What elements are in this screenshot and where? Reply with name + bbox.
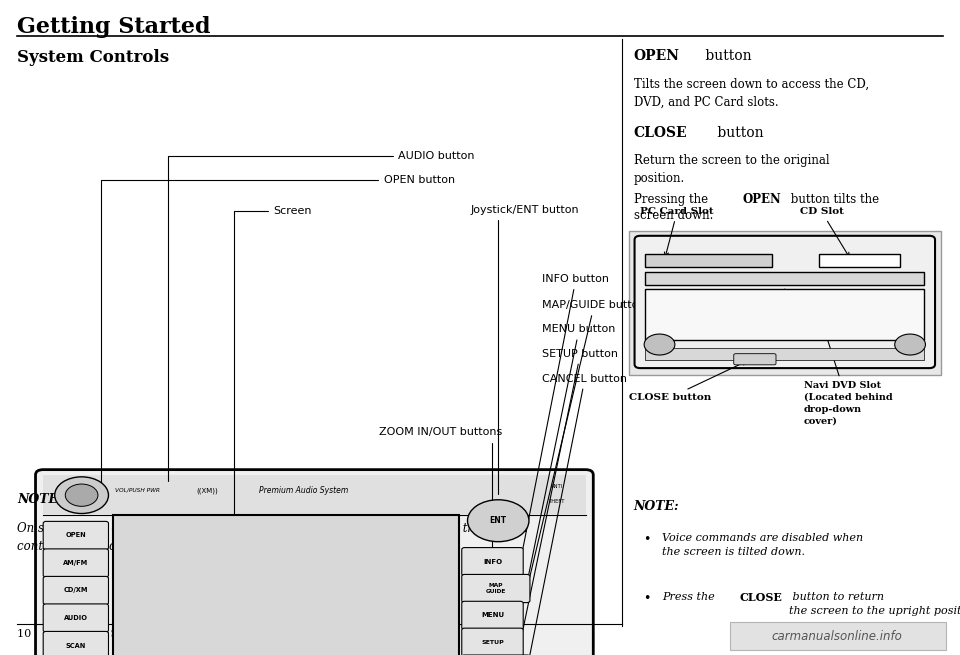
Text: MAP
GUIDE: MAP GUIDE: [486, 583, 506, 594]
Text: On some grade of the vehicle, Premium Audio System is not available and the syst: On some grade of the vehicle, Premium Au…: [17, 522, 528, 553]
Text: carmanualsonline.info: carmanualsonline.info: [772, 629, 902, 643]
Text: VOL/PUSH PWR: VOL/PUSH PWR: [115, 488, 160, 493]
Text: •: •: [643, 533, 651, 546]
Bar: [113, 515, 459, 655]
Bar: [820, 254, 900, 267]
Text: Premium Audio System: Premium Audio System: [259, 486, 348, 495]
Text: button tilts the: button tilts the: [787, 193, 879, 206]
Text: ENT: ENT: [490, 516, 507, 525]
Bar: [645, 254, 772, 267]
Bar: [645, 348, 924, 360]
Text: INFO button: INFO button: [521, 274, 610, 559]
Text: ANTI: ANTI: [551, 484, 563, 489]
Text: Getting Started: Getting Started: [17, 16, 211, 39]
Text: OPEN: OPEN: [65, 533, 86, 538]
Text: Screen: Screen: [232, 206, 312, 601]
Text: CD/XM: CD/XM: [63, 588, 88, 593]
Circle shape: [65, 484, 98, 506]
Bar: [629, 231, 941, 375]
Text: CLOSE: CLOSE: [634, 126, 687, 140]
Bar: [43, 475, 586, 515]
Bar: [645, 272, 924, 285]
Text: AUDIO: AUDIO: [63, 615, 88, 621]
FancyBboxPatch shape: [733, 354, 776, 365]
Text: Voice commands are disabled when
the screen is tilted down.: Voice commands are disabled when the scr…: [662, 533, 864, 557]
Text: 2008  Civic: 2008 Civic: [313, 625, 417, 643]
Circle shape: [55, 477, 108, 514]
Text: Navi DVD Slot
(Located behind
drop-down
cover): Navi DVD Slot (Located behind drop-down …: [804, 318, 892, 426]
Text: OPEN: OPEN: [742, 193, 780, 206]
Text: button: button: [713, 126, 764, 140]
Text: PC Card Slot: PC Card Slot: [640, 207, 714, 257]
Text: button: button: [701, 49, 752, 63]
Circle shape: [644, 334, 675, 355]
Text: THEFT: THEFT: [548, 498, 565, 504]
FancyBboxPatch shape: [43, 576, 108, 605]
Bar: [645, 289, 924, 340]
Circle shape: [468, 500, 529, 542]
FancyBboxPatch shape: [462, 574, 530, 603]
Text: OPEN: OPEN: [634, 49, 680, 63]
Text: CLOSE button: CLOSE button: [629, 361, 747, 402]
Text: OPEN button: OPEN button: [101, 175, 455, 498]
Circle shape: [895, 334, 925, 355]
Bar: [730, 622, 946, 650]
Text: CD Slot: CD Slot: [800, 207, 850, 257]
Text: MENU button: MENU button: [521, 324, 615, 612]
Text: Tilts the screen down to access the CD,
DVD, and PC Card slots.: Tilts the screen down to access the CD, …: [634, 77, 869, 108]
FancyBboxPatch shape: [462, 548, 523, 576]
Text: Joystick/ENT button: Joystick/ENT button: [470, 204, 579, 494]
Text: AUDIO button: AUDIO button: [168, 151, 475, 481]
Text: MAP/GUIDE button: MAP/GUIDE button: [528, 300, 646, 586]
Text: NOTE:: NOTE:: [17, 493, 63, 506]
FancyBboxPatch shape: [43, 604, 108, 632]
Text: MENU: MENU: [481, 612, 504, 618]
FancyBboxPatch shape: [43, 549, 108, 577]
Text: Return the screen to the original
position.: Return the screen to the original positi…: [634, 154, 829, 185]
Text: Press the: Press the: [662, 592, 719, 602]
FancyBboxPatch shape: [43, 631, 108, 655]
Text: ZOOM IN/OUT buttons: ZOOM IN/OUT buttons: [379, 427, 502, 655]
Text: INFO: INFO: [483, 559, 502, 565]
Text: ((XM)): ((XM)): [197, 487, 219, 494]
Text: SETUP button: SETUP button: [521, 348, 618, 639]
Text: screen down.: screen down.: [634, 209, 713, 222]
FancyBboxPatch shape: [43, 521, 108, 550]
Text: System Controls: System Controls: [17, 49, 169, 66]
Text: CLOSE: CLOSE: [739, 592, 782, 603]
Text: CANCEL button: CANCEL button: [528, 373, 628, 655]
Text: SCAN: SCAN: [65, 643, 86, 648]
Text: Pressing the: Pressing the: [634, 193, 711, 206]
Text: AM/FM: AM/FM: [63, 560, 88, 566]
Text: button to return
the screen to the upright position.: button to return the screen to the uprig…: [789, 592, 960, 616]
FancyBboxPatch shape: [462, 601, 523, 629]
Text: SETUP: SETUP: [481, 640, 504, 645]
Text: •: •: [643, 592, 651, 605]
FancyBboxPatch shape: [462, 628, 523, 655]
Text: NOTE:: NOTE:: [634, 500, 680, 514]
FancyBboxPatch shape: [635, 236, 935, 368]
Text: 10    Navigation System: 10 Navigation System: [17, 629, 152, 639]
FancyBboxPatch shape: [36, 470, 593, 655]
